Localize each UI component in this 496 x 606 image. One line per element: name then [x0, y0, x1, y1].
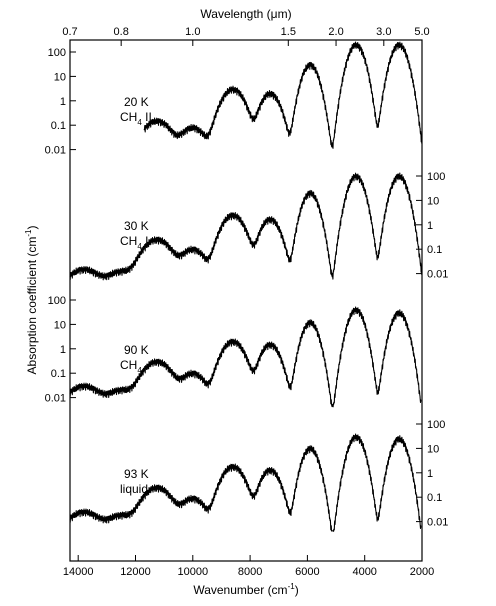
y-tick-label: 0.1 — [51, 368, 66, 380]
y-tick-label: 0.1 — [51, 120, 66, 132]
y-axis-title-text: Absorption coefficient (cm — [25, 237, 39, 375]
top-tick-label: 0.7 — [62, 26, 77, 38]
top-tick-label: 1.5 — [281, 26, 296, 38]
y-tick-label: 10 — [54, 71, 66, 83]
y-tick-label: 0.1 — [427, 492, 442, 504]
top-axis-title: Wavelength (μm) — [200, 7, 291, 21]
panel-label-phase: CH4 — [120, 358, 142, 375]
y-tick-label: 1 — [60, 344, 66, 356]
panel-label-suffix: I — [142, 234, 149, 248]
top-tick-label: 2.0 — [328, 26, 343, 38]
panel-label-phase-text: CH — [120, 234, 137, 248]
y-tick-label: 100 — [48, 47, 66, 59]
panel-label-phase: CH4 II — [120, 110, 152, 127]
y-axis-title-sup: -1 — [24, 229, 33, 237]
bottom-tick-label: 10000 — [177, 566, 208, 578]
y-tick-label: 10 — [427, 443, 439, 455]
y-tick-label: 0.1 — [427, 244, 442, 256]
y-tick-label: 0.01 — [427, 517, 448, 529]
panel-label-subscript: 4 — [137, 366, 142, 375]
y-tick-label: 100 — [427, 171, 445, 183]
spectrum-line — [143, 41, 423, 149]
x-axis-title-text: Wavenumber (cm — [193, 583, 287, 597]
y-tick-label: 100 — [48, 295, 66, 307]
panel-label-phase-text: CH — [120, 358, 137, 372]
x-axis-title-close: ) — [295, 583, 299, 597]
spectrum-line — [69, 172, 423, 281]
y-tick-label: 10 — [427, 195, 439, 207]
panel-label-temperature: 93 K — [124, 467, 149, 481]
y-tick-label: 1 — [427, 468, 433, 480]
top-tick-label: 5.0 — [414, 26, 429, 38]
top-tick-label: 1.0 — [185, 26, 200, 38]
panel-label-subscript: 4 — [137, 118, 142, 127]
bottom-axis-ticks: 14000 12000 10000 8000 6000 4000 2000 — [63, 555, 434, 578]
bottom-tick-label: 14000 — [63, 566, 94, 578]
y-tick-label: 100 — [427, 419, 445, 431]
panel-label-phase: CH4 I — [120, 234, 148, 251]
bottom-tick-label: 6000 — [295, 566, 319, 578]
panel-label-subscript: 4 — [137, 242, 142, 251]
bottom-tick-label: 8000 — [238, 566, 262, 578]
top-tick-label: 3.0 — [376, 26, 391, 38]
panel-label-phase: liquid — [120, 482, 148, 496]
panel-label-suffix: II — [142, 110, 152, 124]
spectrum-line — [69, 433, 422, 532]
x-axis-title-sup: -1 — [288, 582, 296, 591]
y-tick-label: 0.01 — [427, 269, 448, 281]
y-tick-label: 0.01 — [45, 393, 66, 405]
top-tick-label: 0.8 — [114, 26, 129, 38]
bottom-tick-label: 2000 — [410, 566, 434, 578]
y-axis-title: Absorption coefficient (cm-1) — [24, 226, 39, 375]
panel-label-phase-text: liquid — [120, 482, 148, 496]
spectrum-line — [69, 306, 422, 408]
y-axis-title-label: Absorption coefficient (cm-1) — [24, 226, 39, 375]
panel-label-phase-text: CH — [120, 110, 137, 124]
y-tick-label: 10 — [54, 319, 66, 331]
x-axis-title: Wavenumber (cm-1) — [193, 582, 298, 597]
panel-label-temperature: 20 K — [124, 95, 149, 109]
y-axis-title-close: ) — [25, 226, 39, 230]
y-tick-label: 1 — [60, 96, 66, 108]
y-tick-label: 1 — [427, 220, 433, 232]
y-tick-label: 0.01 — [45, 145, 66, 157]
panel-label-temperature: 30 K — [124, 219, 149, 233]
top-axis-ticks: 0.7 0.8 1.0 1.5 2.0 3.0 5.0 — [62, 26, 430, 46]
panel-label-temperature: 90 K — [124, 343, 149, 357]
bottom-tick-label: 4000 — [352, 566, 376, 578]
bottom-tick-label: 12000 — [120, 566, 151, 578]
